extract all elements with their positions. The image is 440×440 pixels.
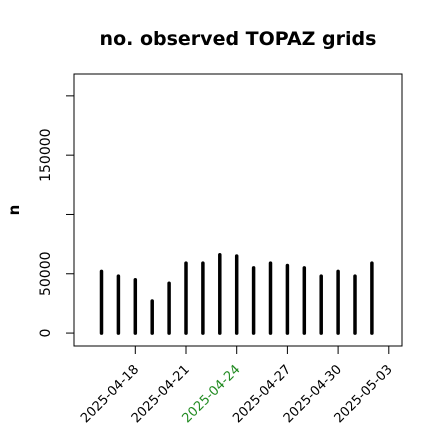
y-tick-label: 50000 — [38, 251, 54, 296]
y-tick-label: 150000 — [38, 128, 54, 181]
y-tick-label: 0 — [38, 329, 54, 338]
bars — [99, 253, 374, 335]
x-axis: 2025-04-182025-04-212025-04-242025-04-27… — [78, 345, 396, 426]
y-axis-label: n — [5, 205, 23, 216]
y-axis: 0 50000 150000 — [38, 84, 75, 338]
chart-title: no. observed TOPAZ grids — [100, 28, 377, 50]
